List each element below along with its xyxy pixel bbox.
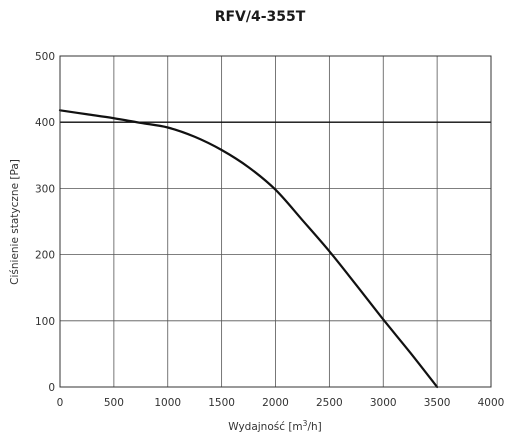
series [58, 109, 439, 389]
x-tick-labels: 0 500 1000 1500 2000 2500 3000 3500 4000 [57, 397, 505, 409]
x-tick-label: 1500 [208, 397, 235, 409]
grid [59, 55, 492, 388]
x-tick-label: 2500 [316, 397, 343, 409]
y-tick-label: 500 [35, 51, 55, 63]
x-tick-label: 3000 [370, 397, 397, 409]
x-axis-label-sup: 3 [303, 419, 308, 428]
x-axis-label: Wydajność [m3/h] [228, 419, 322, 433]
y-tick-label: 300 [35, 183, 55, 195]
y-tick-label: 0 [48, 382, 55, 394]
y-tick-label: 400 [35, 117, 55, 129]
chart-title: RFV/4-355T [215, 9, 306, 25]
x-axis-label-main: Wydajność [m [228, 421, 302, 433]
x-axis-label-end: /h] [307, 421, 321, 433]
y-tick-label: 100 [35, 316, 55, 328]
x-tick-label: 3500 [424, 397, 451, 409]
x-tick-label: 500 [104, 397, 124, 409]
x-tick-label: 1000 [154, 397, 181, 409]
y-axis-label: Ciśnienie statyczne [Pa] [9, 159, 21, 285]
y-tick-labels: 0 100 200 300 400 500 [35, 51, 55, 394]
x-tick-label: 4000 [478, 397, 505, 409]
x-tick-label: 0 [57, 397, 64, 409]
series-line [58, 109, 439, 389]
x-tick-label: 2000 [262, 397, 289, 409]
plot-area-border [59, 55, 492, 388]
plot-frame [59, 55, 492, 388]
y-tick-label: 200 [35, 250, 55, 262]
